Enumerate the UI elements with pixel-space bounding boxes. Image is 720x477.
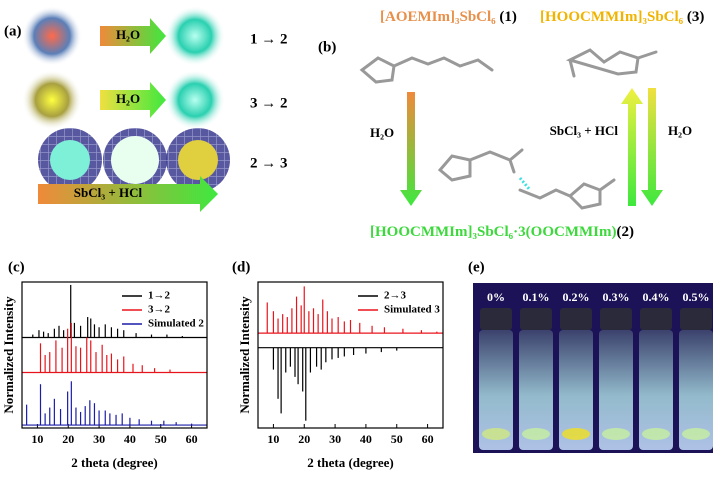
plot-frame: [257, 281, 444, 429]
compound-number: (2): [616, 224, 634, 240]
panel-b: (b) [AOEMIm]₃SbCl₆ (1) [HOOCMMIm]₃SbCl₆ …: [318, 9, 704, 240]
glow: [562, 428, 590, 440]
legend-label: Simulated 3: [384, 304, 440, 316]
sample-photo: [165, 70, 225, 130]
vial-cap: [520, 308, 552, 330]
compound-number: (1): [496, 9, 517, 25]
x-tick-label: 40: [360, 432, 372, 446]
panel-label: (d): [232, 259, 250, 275]
x-tick-label: 50: [391, 432, 403, 446]
arrow: [641, 88, 663, 206]
y-axis-label: Normalized Intensity: [1, 296, 16, 414]
compound-label: [HOOCMMIm]₃SbCl₆·3(OOCMMIm)(2): [370, 224, 634, 240]
vial-cap: [600, 308, 632, 330]
formula: [AOEMIm]₃SbCl₆: [380, 9, 496, 25]
vial: [599, 330, 633, 450]
formula: [HOOCMMIm]₃SbCl₆: [540, 9, 684, 25]
reagent: H₂O: [116, 91, 140, 106]
formula: [HOOCMMIm]₃SbCl₆·3(OOCMMIm): [370, 224, 616, 240]
vial-cap: [680, 308, 712, 330]
concentration-label: 0.5%: [683, 290, 710, 304]
x-tick-label: 50: [155, 432, 167, 446]
arrow: [100, 18, 166, 54]
glow: [682, 428, 710, 440]
compound-label: [HOOCMMIm]₃SbCl₆ (3): [540, 9, 704, 25]
x-tick-label: 20: [62, 432, 74, 446]
panel-a: (a) H₂O 1 → 2 H₂O 3 → 2 2 → 3 SbCl₃ + HC…: [4, 6, 288, 212]
vial: [479, 330, 513, 450]
compound-number: (3): [683, 9, 704, 25]
plot-frame: [21, 281, 208, 429]
legend-label: 1→2: [148, 290, 171, 302]
transition: 3 → 2: [250, 95, 288, 111]
vial-cap: [480, 308, 512, 330]
glow: [642, 428, 670, 440]
glow: [482, 428, 510, 440]
transition: 1 → 2: [250, 31, 288, 47]
sample-photo: [22, 70, 82, 130]
x-tick-label: 20: [298, 432, 310, 446]
legend-label: Simulated 2: [148, 318, 204, 330]
reagent: SbCl₃ + HCl: [74, 185, 143, 200]
hydrogen-bond: [518, 177, 532, 191]
reagent: H₂O: [370, 125, 394, 140]
glow: [522, 428, 550, 440]
reagent: H₂O: [116, 27, 140, 42]
y-axis-label: Normalized Intensity: [237, 296, 252, 414]
x-axis-label: 2 theta (degree): [71, 455, 157, 470]
vial-cap: [640, 308, 672, 330]
concentration-label: 0%: [487, 290, 505, 304]
sample-photo: [165, 6, 225, 66]
vial: [679, 330, 713, 450]
vial: [519, 330, 553, 450]
arrow: [100, 82, 166, 118]
transition: 2 → 3: [250, 155, 288, 171]
concentration-label: 0.4%: [643, 290, 670, 304]
sample-photo: [22, 6, 82, 66]
x-tick-label: 10: [31, 432, 43, 446]
panel-label: (c): [8, 259, 25, 275]
panel-label: (b): [318, 39, 336, 55]
reagent: H₂O: [668, 123, 692, 138]
arrow: [38, 176, 218, 212]
concentration-label: 0.2%: [563, 290, 590, 304]
arrow: [621, 88, 643, 206]
glow: [602, 428, 630, 440]
x-tick-label: 30: [93, 432, 105, 446]
x-tick-label: 10: [267, 432, 279, 446]
panel-label: (e): [468, 259, 485, 275]
arrow: [400, 92, 422, 206]
sample: [50, 140, 90, 180]
panel-label: (a): [4, 23, 22, 39]
x-tick-label: 30: [329, 432, 341, 446]
x-tick-label: 40: [124, 432, 136, 446]
x-axis-label: 2 theta (degree): [307, 455, 393, 470]
panel-e: (e) 0% 0.1% 0.2% 0.3% 0.4% 0.5%: [468, 259, 713, 453]
legend-label: 2→3: [384, 290, 407, 302]
concentration-label: 0.1%: [523, 290, 550, 304]
sample: [178, 140, 218, 180]
x-tick-label: 60: [422, 432, 434, 446]
compound-label: [AOEMIm]₃SbCl₆ (1): [380, 9, 517, 25]
reagent: SbCl₃ + HCl: [550, 123, 619, 138]
sample: [111, 136, 159, 184]
vial-cap: [560, 308, 592, 330]
legend-label: 3→2: [148, 304, 171, 316]
vial: [559, 330, 593, 450]
concentration-label: 0.3%: [603, 290, 630, 304]
molecule: [359, 48, 658, 210]
vial: [639, 330, 673, 450]
x-tick-label: 60: [186, 432, 198, 446]
